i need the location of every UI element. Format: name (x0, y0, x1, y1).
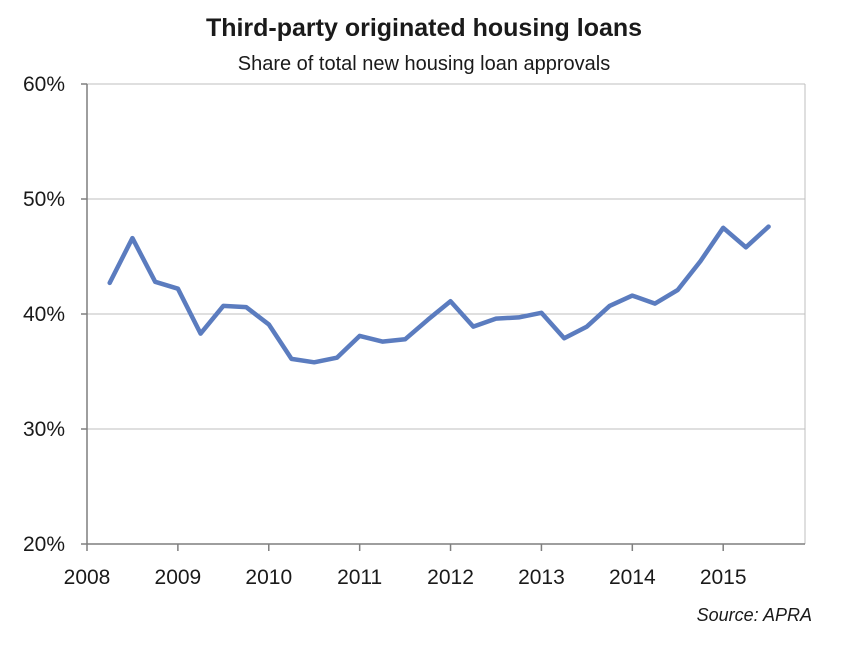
y-tick-label: 60% (23, 73, 65, 96)
x-tick-label: 2008 (64, 566, 111, 589)
x-tick-label: 2009 (155, 566, 202, 589)
source-note: Source: APRA (697, 605, 812, 625)
chart-title: Third-party originated housing loans (206, 14, 642, 42)
tick-labels: 20% 30% 40% 50% 60% 2008 2009 2010 2011 2012 2013 2… (23, 73, 747, 589)
chart-subtitle: Share of total new housing loan approval… (238, 53, 610, 75)
series-line (110, 227, 769, 363)
y-tick-label: 50% (23, 188, 65, 211)
y-tick-label: 20% (23, 533, 65, 556)
x-tick-label: 2012 (427, 566, 474, 589)
x-tick-label: 2014 (609, 566, 656, 589)
axes (81, 84, 805, 551)
series-layer (110, 227, 769, 363)
y-tick-label: 40% (23, 303, 65, 326)
gridlines (87, 84, 805, 544)
x-tick-label: 2011 (337, 566, 382, 589)
x-tick-label: 2013 (518, 566, 565, 589)
y-tick-label: 30% (23, 418, 65, 441)
x-tick-label: 2010 (245, 566, 292, 589)
x-tick-label: 2015 (700, 566, 747, 589)
